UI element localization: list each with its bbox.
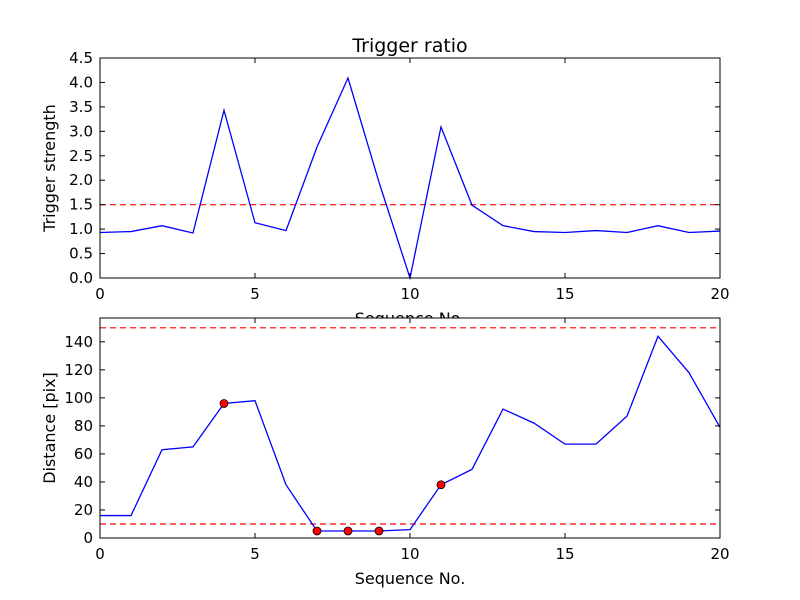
bottom-marker-point-1 (312, 526, 322, 536)
bottom-y-tick-label-3: 60 (74, 445, 93, 463)
top-x-tick-label-0: 0 (95, 285, 105, 303)
bottom-y-tick-label-7: 140 (64, 333, 93, 351)
bottom-y-tick-label-4: 80 (74, 417, 93, 435)
bottom-x-axis-label: Sequence No. (355, 569, 466, 588)
top-chart-title: Trigger ratio (351, 35, 467, 57)
bottom-x-tick-label-1: 5 (250, 545, 260, 563)
top-y-tick-label-0: 0.0 (69, 269, 93, 287)
top-y-tick-label-8: 4.0 (69, 73, 93, 91)
top-y-tick-label-9: 4.5 (69, 49, 93, 67)
bottom-x-tick-label-4: 20 (710, 545, 729, 563)
top-x-tick-label-3: 15 (555, 285, 574, 303)
bottom-x-tick-label-2: 10 (400, 545, 419, 563)
top-plot-area (100, 58, 720, 278)
bottom-marker-point-3 (374, 526, 384, 536)
top-y-tick-label-1: 0.5 (69, 245, 93, 263)
top-x-tick-label-2: 10 (400, 285, 419, 303)
bottom-y-tick-label-6: 120 (64, 361, 93, 379)
bottom-y-axis-label: Distance [pix] (40, 372, 59, 484)
top-y-tick-label-5: 2.5 (69, 147, 93, 165)
top-y-tick-label-3: 1.5 (69, 196, 93, 214)
bottom-x-tick-label-0: 0 (95, 545, 105, 563)
bottom-y-tick-label-1: 20 (74, 501, 93, 519)
bottom-marker-point-4 (436, 480, 446, 490)
top-y-tick-label-4: 2.0 (69, 171, 93, 189)
top-x-tick-label-1: 5 (250, 285, 260, 303)
bottom-x-tick-label-3: 15 (555, 545, 574, 563)
bottom-y-tick-label-2: 40 (74, 473, 93, 491)
bottom-marker-point-0 (219, 399, 229, 408)
top-y-tick-label-6: 3.0 (69, 122, 93, 140)
bottom-series-line-0 (100, 334, 721, 532)
bottom-y-tick-label-0: 0 (83, 529, 93, 547)
bottom-marker-point-2 (343, 526, 353, 536)
top-y-tick-label-2: 1.0 (69, 220, 93, 238)
bottom-plot-area (100, 318, 720, 538)
top-y-axis-label: Trigger strength (40, 104, 59, 233)
top-x-tick-label-4: 20 (710, 285, 729, 303)
top-y-tick-label-7: 3.5 (69, 98, 93, 116)
bottom-y-tick-label-5: 100 (64, 389, 93, 407)
